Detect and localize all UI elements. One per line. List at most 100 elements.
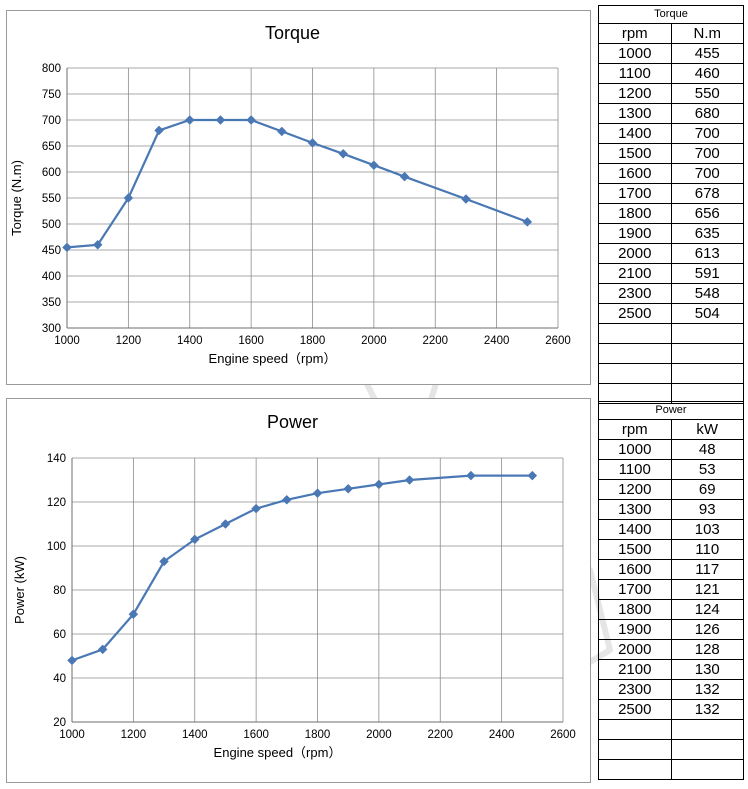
table-cell: 1600 [598, 163, 672, 184]
table-row: 1000 455 [598, 43, 744, 64]
table-cell: 460 [670, 63, 744, 84]
table-cell: 1900 [598, 223, 672, 244]
table-row: 1400 700 [598, 123, 744, 144]
y-tick-label: 60 [53, 629, 66, 641]
table-row [598, 739, 744, 760]
table-cell: 48 [670, 439, 744, 460]
y-tick-label: 400 [42, 271, 61, 283]
data-point [97, 644, 108, 655]
x-tick-label: 2200 [427, 729, 453, 741]
table-header-cell: N.m [670, 23, 744, 44]
table-header-cell: rpm [598, 419, 672, 440]
table-cell: 2100 [598, 263, 672, 284]
x-tick-label: 1200 [116, 335, 142, 347]
table-cell: 635 [670, 223, 744, 244]
table-row [598, 759, 744, 780]
table-cell: 124 [670, 599, 744, 620]
table-cell: 110 [670, 539, 744, 560]
y-tick-label: 550 [42, 193, 61, 205]
x-tick-label: 1000 [54, 335, 80, 347]
table-cell: 700 [670, 123, 744, 144]
y-tick-label: 20 [53, 717, 66, 729]
table-cell: 1100 [598, 63, 672, 84]
table-cell: 69 [670, 479, 744, 500]
y-tick-label: 350 [42, 297, 61, 309]
table-cell: 678 [670, 183, 744, 204]
table-row: 1400 103 [598, 519, 744, 540]
table-row [598, 719, 744, 740]
table-cell [598, 363, 672, 384]
table-row: 2300 548 [598, 283, 744, 304]
table-header-cell: rpm [598, 23, 672, 44]
y-tick-label: 40 [53, 673, 66, 685]
data-point [220, 519, 231, 529]
table-row: 1600 117 [598, 559, 744, 580]
data-point [215, 115, 226, 125]
power-table-caption: Power [598, 401, 744, 420]
x-tick-label: 2000 [366, 729, 392, 741]
table-cell [598, 323, 672, 344]
data-point [92, 239, 103, 250]
table-cell: 1800 [598, 203, 672, 224]
y-axis-label: Torque (N.m) [9, 160, 24, 236]
table-cell: 504 [670, 303, 744, 324]
x-tick-label: 1600 [243, 729, 269, 741]
x-tick-label: 2600 [550, 729, 576, 741]
table-cell: 1400 [598, 519, 672, 540]
table-cell: 117 [670, 559, 744, 580]
data-point [281, 494, 292, 505]
y-axis-label: Power (kW) [12, 556, 27, 624]
table-cell: 550 [670, 83, 744, 104]
x-tick-label: 1800 [300, 335, 326, 347]
x-tick-label: 1800 [305, 729, 331, 741]
data-point [184, 115, 195, 125]
table-cell: 93 [670, 499, 744, 520]
power-chart-svg: Power 1000 1200 1400 1600 1800 2000 2200 2400 260… [12, 412, 576, 760]
table-cell: 1700 [598, 579, 672, 600]
table-row: 2100 591 [598, 263, 744, 284]
table-cell: 1500 [598, 143, 672, 164]
series-line [71, 474, 533, 662]
y-tick-label: 120 [47, 497, 66, 509]
y-tick-label: 500 [42, 219, 61, 231]
table-row: 1500 110 [598, 539, 744, 560]
table-cell: 1200 [598, 479, 672, 500]
table-cell: 128 [670, 639, 744, 660]
x-tick-label: 2200 [422, 335, 448, 347]
table-cell: 53 [670, 459, 744, 480]
torque-chart-svg: Torque 1000 1200 1400 1600 1800 2000 2200 2400 26… [9, 23, 571, 366]
data-point [461, 194, 471, 204]
table-row [598, 363, 744, 384]
data-point [369, 160, 379, 171]
table-cell: 1800 [598, 599, 672, 620]
chart-title: Power [267, 412, 318, 432]
data-point [189, 534, 200, 545]
table-cell: 1700 [598, 183, 672, 204]
chart-title: Torque [265, 23, 320, 43]
x-axis-label: Engine speed（rpm） [209, 351, 337, 366]
table-cell: 130 [670, 659, 744, 680]
table-row: 1600 700 [598, 163, 744, 184]
table-header-row: rpm N.m [598, 23, 744, 44]
torque-table-caption: Torque [598, 5, 744, 24]
table-cell [670, 343, 744, 364]
y-tick-label: 750 [42, 89, 61, 101]
table-cell: 656 [670, 203, 744, 224]
series-line [66, 118, 528, 249]
data-point [374, 479, 384, 490]
table-cell [670, 739, 744, 760]
table-cell: 2500 [598, 303, 672, 324]
data-point [522, 217, 533, 227]
table-header-cell: kW [670, 419, 744, 440]
data-point [246, 115, 256, 125]
table-cell: 680 [670, 103, 744, 124]
table-cell [670, 719, 744, 740]
data-point [123, 193, 134, 203]
table-cell: 455 [670, 43, 744, 64]
table-row: 2000 613 [598, 243, 744, 264]
y-tick-label: 700 [42, 115, 61, 127]
table-row: 1500 700 [598, 143, 744, 164]
data-point [466, 470, 476, 481]
data-point [62, 242, 72, 253]
table-cell: 700 [670, 143, 744, 164]
